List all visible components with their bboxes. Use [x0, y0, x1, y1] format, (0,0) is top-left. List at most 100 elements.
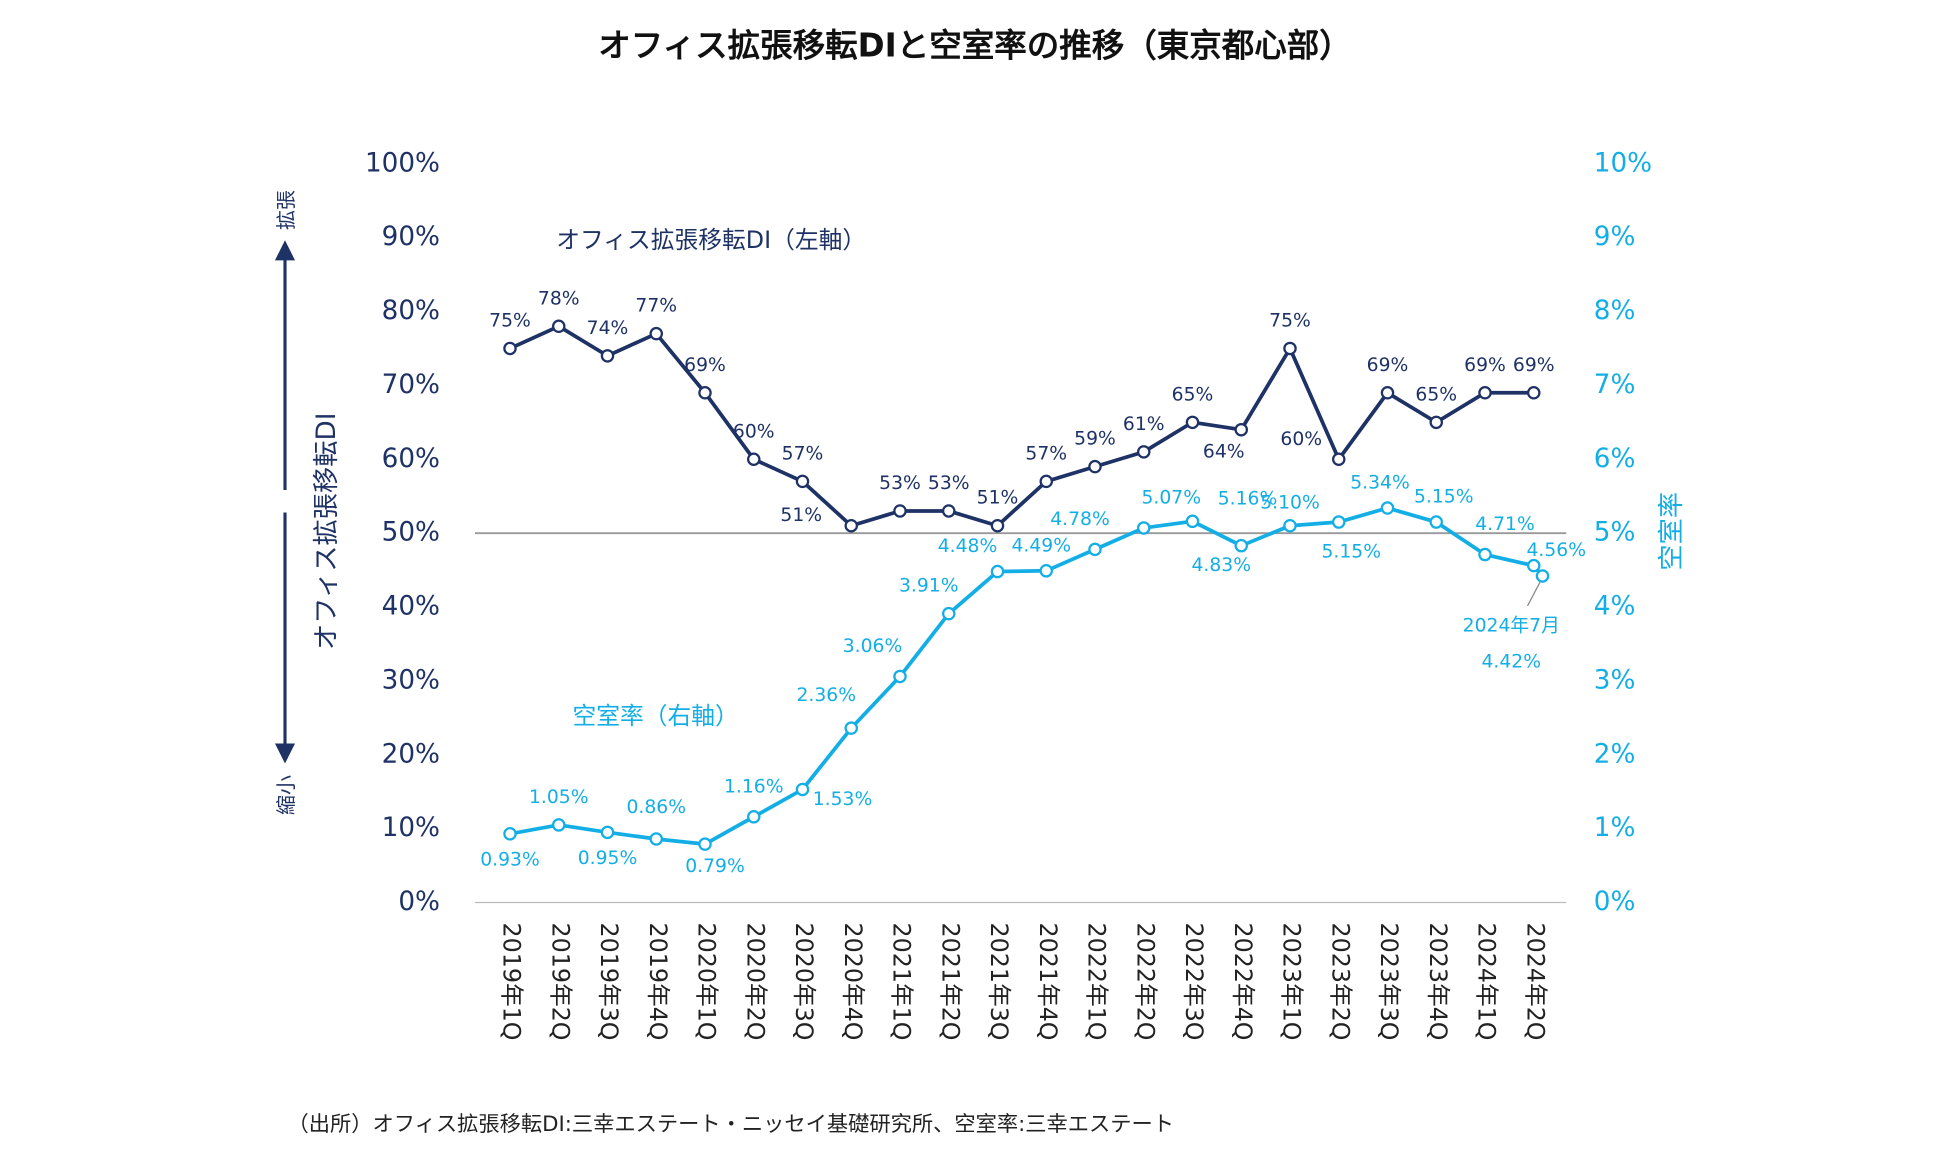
- x-tick-label: 2021年2Q: [936, 923, 964, 1041]
- data-label: 4.71%: [1475, 514, 1535, 535]
- y2-tick-label: 8%: [1594, 296, 1636, 326]
- data-label: 78%: [538, 288, 580, 309]
- data-point: [893, 669, 907, 684]
- direction-arrows: [274, 240, 296, 764]
- data-label: 0.93%: [480, 850, 540, 871]
- y-axis-title: オフィス拡張移転DI: [312, 413, 342, 650]
- y-tick-label: 90%: [382, 222, 440, 252]
- data-label: 4.83%: [1191, 555, 1251, 576]
- data-point: [1185, 514, 1200, 529]
- data-point: [1234, 538, 1248, 553]
- data-label: 77%: [635, 296, 677, 317]
- data-point: [942, 606, 956, 621]
- data-point: [1088, 459, 1102, 474]
- y2-tick-label: 7%: [1594, 370, 1636, 400]
- series-line: [509, 506, 1535, 847]
- data-point: [1429, 515, 1443, 529]
- x-tick-label: 2020年3Q: [790, 923, 818, 1041]
- data-label: 53%: [928, 473, 970, 494]
- x-tick-label: 2024年2Q: [1521, 923, 1549, 1041]
- x-tick-label: 2019年1Q: [498, 923, 526, 1041]
- data-label: 75%: [489, 310, 531, 331]
- source-note: （出所）オフィス拡張移転DI:三幸エステート・ニッセイ基礎研究所、空室率:三幸エ…: [288, 1112, 1175, 1137]
- x-tick-label: 2021年4Q: [1034, 923, 1062, 1041]
- data-point: [1136, 521, 1151, 535]
- y-tick-label: 30%: [382, 665, 440, 695]
- y2-tick-label: 9%: [1594, 222, 1636, 252]
- data-point: [1136, 445, 1151, 459]
- data-label: 53%: [879, 473, 921, 494]
- x-tick-label: 2023年4Q: [1424, 923, 1452, 1041]
- y-tick-label: 10%: [382, 813, 440, 843]
- data-label: 2.36%: [796, 685, 856, 706]
- data-label: 69%: [1367, 355, 1409, 376]
- data-point: [649, 832, 664, 846]
- y-up-label: 拡張: [274, 190, 298, 230]
- x-tick-label: 2022年1Q: [1083, 923, 1111, 1041]
- y-tick-label: 50%: [382, 518, 440, 548]
- data-label: 59%: [1074, 429, 1116, 450]
- y2-tick-label: 6%: [1594, 444, 1636, 474]
- x-tick-label: 2019年3Q: [595, 923, 623, 1041]
- x-tick-label: 2021年1Q: [888, 923, 916, 1041]
- data-label: 60%: [1280, 429, 1322, 450]
- latest-point: [1535, 569, 1550, 583]
- data-label: 5.34%: [1350, 473, 1410, 494]
- data-label: 0.95%: [578, 848, 638, 869]
- data-label: 51%: [780, 505, 822, 526]
- x-tick-label: 2024年1Q: [1473, 923, 1501, 1041]
- y-tick-label: 0%: [398, 887, 440, 917]
- leader-line: [1526, 581, 1541, 607]
- data-label: 0.79%: [685, 856, 745, 877]
- arrow-down-head: [274, 743, 296, 764]
- x-tick-label: 2019年4Q: [644, 923, 672, 1041]
- x-tick-label: 2022年2Q: [1131, 923, 1159, 1041]
- y-tick-label: 70%: [382, 370, 440, 400]
- x-tick-label: 2022年4Q: [1229, 923, 1257, 1041]
- x-tick-label: 2023年2Q: [1326, 923, 1354, 1041]
- y-tick-label: 100%: [365, 148, 440, 178]
- data-label: 5.07%: [1141, 487, 1201, 508]
- data-point: [552, 818, 566, 832]
- latest-value-label: 4.42%: [1481, 652, 1541, 673]
- data-point: [1380, 386, 1395, 400]
- x-tick-label: 2020年1Q: [693, 923, 721, 1041]
- data-point: [600, 825, 615, 840]
- data-point: [795, 782, 810, 797]
- x-tick-label: 2023年3Q: [1375, 923, 1403, 1041]
- data-point: [990, 518, 1005, 533]
- x-tick-label: 2019年2Q: [546, 923, 574, 1041]
- data-point: [942, 504, 956, 518]
- data-point: [503, 827, 517, 841]
- y-down-label: 縮小: [274, 775, 298, 815]
- y-tick-label: 80%: [382, 296, 440, 326]
- data-point: [1331, 515, 1346, 529]
- data-label: 69%: [684, 355, 726, 376]
- data-label: 1.05%: [529, 787, 589, 808]
- latest-date-label: 2024年7月: [1463, 614, 1560, 636]
- data-label: 64%: [1203, 442, 1245, 463]
- data-point: [1478, 386, 1492, 400]
- y2-tick-label: 0%: [1594, 887, 1636, 917]
- arrow-up-head: [274, 240, 296, 261]
- data-label: 3.91%: [899, 576, 959, 597]
- data-point: [649, 326, 664, 341]
- x-tick-label: 2020年2Q: [741, 923, 769, 1041]
- data-label: 65%: [1172, 384, 1214, 405]
- data-label: 74%: [587, 318, 629, 339]
- data-label: 3.06%: [843, 636, 903, 657]
- data-point: [1039, 564, 1053, 578]
- y-tick-label: 20%: [382, 739, 440, 769]
- data-point: [1283, 341, 1297, 356]
- y-tick-label: 60%: [382, 444, 440, 474]
- data-point: [990, 564, 1005, 579]
- data-point: [795, 474, 810, 489]
- x-tick-label: 2022年3Q: [1180, 923, 1208, 1041]
- x-tick-label: 2023年1Q: [1278, 923, 1306, 1041]
- y2-tick-label: 10%: [1594, 148, 1652, 178]
- data-label: 69%: [1464, 355, 1506, 376]
- y-tick-label: 40%: [382, 592, 440, 622]
- data-label: 57%: [782, 443, 824, 464]
- data-point: [1526, 386, 1541, 400]
